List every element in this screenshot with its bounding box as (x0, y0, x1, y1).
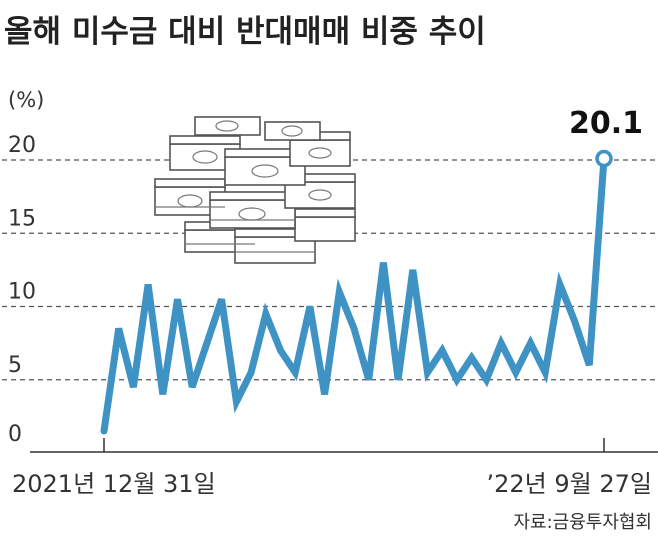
data-point (117, 326, 121, 330)
data-point (249, 370, 253, 374)
data-point (440, 348, 444, 352)
series-line (100, 155, 608, 435)
data-point (411, 268, 415, 272)
data-point (131, 385, 135, 389)
money-stack-icon (154, 116, 356, 264)
data-point (264, 312, 268, 316)
data-point (308, 305, 312, 309)
data-point (190, 385, 194, 389)
y-tick-label: 15 (8, 206, 36, 231)
data-point (470, 356, 474, 360)
data-point (455, 378, 459, 382)
data-point (176, 297, 180, 301)
data-point (220, 297, 224, 301)
data-point (205, 341, 209, 345)
chart-title: 올해 미수금 대비 반대매매 비중 추이 (4, 14, 486, 50)
y-tick-label: 10 (8, 280, 36, 305)
data-point (499, 341, 503, 345)
data-point (543, 370, 547, 374)
data-point (558, 283, 562, 287)
peak-value-label: 20.1 (569, 106, 643, 141)
data-point (426, 370, 430, 374)
data-point (396, 378, 400, 382)
data-point (528, 341, 532, 345)
y-tick-label: 20 (8, 133, 36, 158)
peak-point (595, 149, 613, 168)
data-point (161, 392, 165, 396)
data-point (337, 290, 341, 294)
y-axis-unit: (%) (8, 88, 44, 112)
data-series (100, 155, 608, 435)
data-point (367, 378, 371, 382)
x-tick-label-end: ’22년 9월 27일 (487, 470, 652, 498)
data-point (234, 400, 238, 404)
data-point (587, 363, 591, 367)
data-points (102, 149, 613, 433)
data-point (278, 348, 282, 352)
data-point (293, 370, 297, 374)
data-point (514, 370, 518, 374)
data-point (381, 261, 385, 265)
data-point (146, 283, 150, 287)
data-point (573, 319, 577, 323)
data-point (484, 378, 488, 382)
data-point (102, 429, 106, 433)
y-tick-label: 5 (8, 353, 22, 378)
source-note: 자료:금융투자협회 (513, 512, 652, 533)
data-point (352, 326, 356, 330)
x-tick-label-start: 2021년 12월 31일 (12, 470, 216, 498)
y-tick-label: 0 (8, 422, 22, 447)
data-point (323, 392, 327, 396)
y-tick-labels: 0 5 10 15 20 (8, 133, 36, 447)
